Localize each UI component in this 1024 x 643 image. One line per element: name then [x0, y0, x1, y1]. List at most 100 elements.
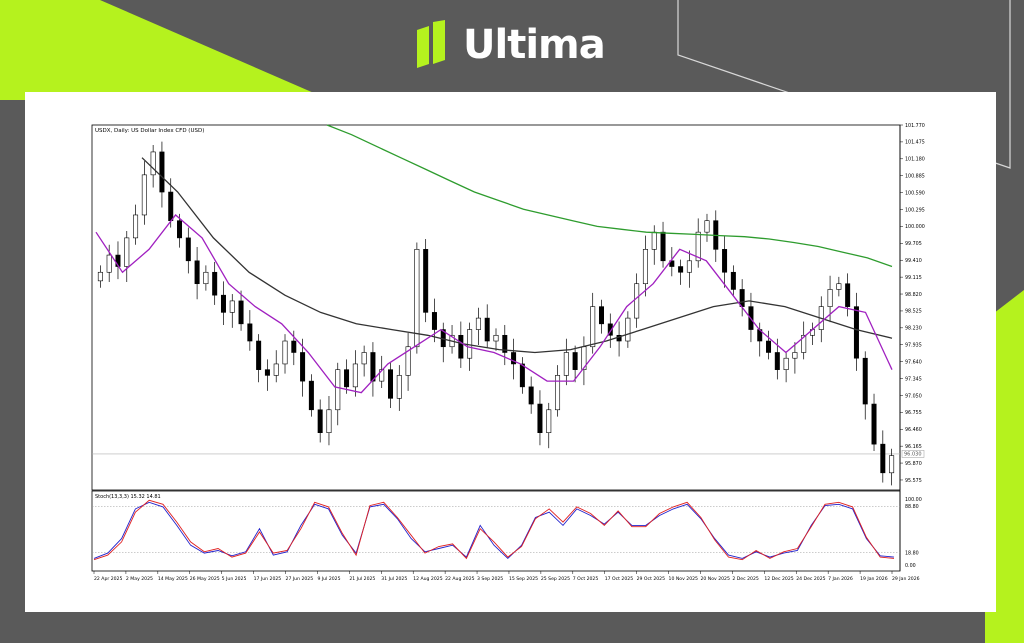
price-tick-label: 97.935 — [905, 343, 922, 349]
price-tick-label: 101.180 — [905, 157, 925, 163]
candle-down — [484, 317, 490, 342]
candle-up — [133, 214, 139, 239]
candle-up — [124, 237, 130, 267]
date-tick-label: 12 Dec 2025 — [764, 576, 793, 582]
usdx-chart: USDX, Daily: US Dollar Index CFD (USD) S… — [91, 123, 925, 582]
candle-down — [247, 323, 253, 342]
date-tick-label: 17 Jun 2025 — [254, 576, 282, 582]
candle-up — [273, 363, 279, 376]
price-tick-label: 101.475 — [905, 140, 925, 146]
moving-averages — [95, 124, 893, 394]
candle-up — [203, 271, 209, 285]
candle-down — [862, 357, 868, 405]
stoch-panel-frame — [91, 490, 901, 572]
candle-up — [97, 271, 103, 282]
date-tick-label: 9 Jul 2025 — [317, 576, 340, 582]
ma-line-ma-slow — [326, 124, 893, 268]
stoch-line-main — [93, 501, 895, 560]
date-tick-label: 2 Dec 2025 — [732, 576, 759, 582]
candle-down — [774, 352, 780, 370]
candle-down — [388, 369, 394, 399]
candle-down — [730, 271, 736, 290]
candle-down — [458, 334, 464, 359]
candle-down — [660, 231, 666, 262]
price-tick-label: 97.640 — [905, 359, 922, 365]
date-tick-label: 21 Jul 2025 — [349, 576, 375, 582]
price-tick-label: 97.050 — [905, 393, 922, 399]
candle-up — [352, 363, 358, 388]
price-tick-label: 99.705 — [905, 241, 922, 247]
candle-up — [695, 231, 701, 262]
candle-down — [572, 352, 578, 370]
candle-down — [317, 409, 323, 434]
price-tick-label: 95.870 — [905, 461, 922, 467]
date-tick-label: 31 Jul 2025 — [381, 576, 407, 582]
chart-card — [25, 92, 996, 612]
date-tick-label: 10 Nov 2025 — [669, 576, 698, 582]
stoch-lines — [93, 499, 895, 561]
candle-up — [396, 375, 402, 399]
date-tick-label: 19 Jan 2026 — [860, 576, 888, 582]
price-panel-frame — [91, 124, 901, 491]
candle-down — [185, 237, 191, 262]
stoch-tick-label: 18.80 — [905, 550, 919, 556]
price-tick-label: 98.525 — [905, 309, 922, 315]
candle-up — [792, 352, 798, 359]
candle-down — [739, 289, 745, 307]
price-tick-label: 99.410 — [905, 258, 922, 264]
candle-down — [678, 266, 684, 273]
candle-down — [669, 260, 675, 267]
candle-up — [229, 300, 235, 313]
candle-down — [370, 352, 376, 382]
date-tick-label: 14 May 2025 — [158, 576, 188, 582]
date-tick-label: 2 May 2025 — [126, 576, 153, 582]
price-tick-label: 100.000 — [905, 224, 925, 230]
date-axis-ticks: 22 Apr 2025 2 May 2025 14 May 2025 26 May 2… — [93, 571, 920, 582]
candle-up — [889, 455, 895, 474]
price-tick-label: 100.885 — [905, 174, 925, 180]
candle-down — [308, 380, 314, 411]
candle-down — [423, 249, 429, 313]
candle-down — [502, 334, 508, 353]
candle-down — [264, 369, 270, 376]
candle-up — [651, 231, 657, 250]
date-tick-label: 20 Nov 2025 — [700, 576, 729, 582]
candle-up — [704, 220, 710, 233]
candle-up — [475, 317, 481, 330]
date-tick-label: 7 Jan 2026 — [828, 576, 853, 582]
price-axis-ticks: 101.770 101.475 101.180 100.885 100.590 100.2… — [900, 123, 925, 484]
candle-up — [686, 260, 692, 273]
price-tick-label: 101.770 — [905, 123, 925, 129]
date-tick-label: 7 Oct 2025 — [573, 576, 599, 582]
candle-up — [801, 334, 807, 353]
date-tick-label: 24 Dec 2025 — [796, 576, 825, 582]
date-tick-label: 25 Sep 2025 — [541, 576, 570, 582]
candle-up — [827, 289, 833, 307]
candle-down — [519, 363, 525, 388]
candle-down — [344, 369, 350, 388]
candle-down — [212, 271, 218, 296]
candle-up — [414, 249, 420, 348]
candle-down — [511, 352, 517, 365]
candle-up — [642, 249, 648, 285]
candle-down — [598, 306, 604, 325]
current-price-label: 96.030 — [904, 452, 922, 458]
candle-up — [282, 340, 288, 365]
stoch-tick-label: 100.00 — [905, 497, 922, 503]
price-tick-label: 98.230 — [905, 326, 922, 332]
candle-up — [150, 151, 156, 176]
candle-up — [361, 352, 367, 365]
candle-up — [783, 357, 789, 370]
candle-up — [555, 375, 561, 411]
date-tick-label: 29 Jan 2026 — [892, 576, 920, 582]
candle-down — [256, 340, 262, 370]
candle-down — [168, 191, 174, 221]
candle-up — [335, 369, 341, 411]
candle-down — [177, 220, 183, 239]
candles — [97, 141, 895, 486]
candle-down — [528, 386, 534, 405]
logo-mark-icon — [417, 20, 445, 68]
candle-down — [853, 306, 859, 359]
date-tick-label: 3 Sep 2025 — [477, 576, 503, 582]
candle-up — [836, 283, 842, 290]
